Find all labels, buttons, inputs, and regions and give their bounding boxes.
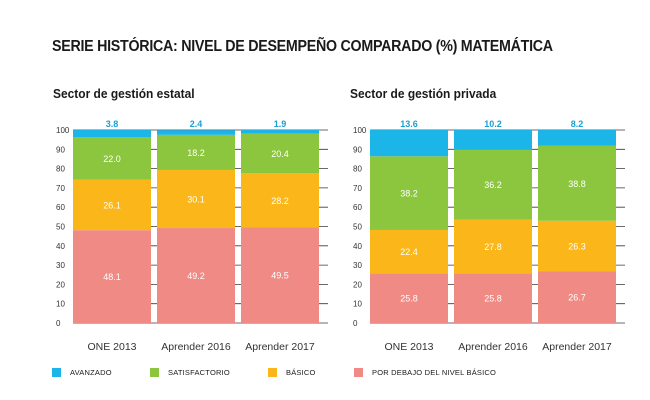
y-tick-label-estatal-50: 50 (56, 223, 65, 232)
y-tick-label-privada-0: 0 (353, 319, 358, 328)
data-label-privada-1-debajo: 25.8 (484, 294, 502, 304)
legend-swatch-debajo (354, 368, 363, 377)
chart-legend: AVANZADO SATISFACTORIO BÁSICO POR DEBAJO… (52, 368, 632, 382)
y-tick-label-estatal-0: 0 (56, 319, 61, 328)
legend-item-basico: BÁSICO (268, 368, 316, 377)
bar-estatal-0-basico (73, 179, 151, 231)
y-tick-label-privada-10: 10 (353, 300, 362, 309)
y-tick-label-privada-30: 30 (353, 261, 362, 270)
data-label-estatal-2-satisfactorio: 20.4 (271, 149, 289, 159)
bar-privada-1-avanzado (454, 130, 532, 150)
legend-swatch-avanzado (52, 368, 61, 377)
y-tick-label-privada-20: 20 (353, 280, 362, 289)
y-tick-label-estatal-100: 100 (56, 126, 70, 135)
bar-estatal-1-avanzado (157, 130, 235, 135)
legend-label-debajo: POR DEBAJO DEL NIVEL BÁSICO (372, 368, 497, 377)
y-tick-label-privada-40: 40 (353, 242, 362, 251)
y-tick-label-privada-50: 50 (353, 223, 362, 232)
x-tick-label-estatal-2: Aprender 2017 (245, 341, 315, 353)
x-tick-label-estatal-1: Aprender 2016 (161, 341, 231, 353)
data-label-privada-2-avanzado: 8.2 (571, 119, 584, 129)
y-tick-label-privada-90: 90 (353, 145, 362, 154)
chart-title-subject: MATEMÁTICA (460, 38, 553, 55)
bar-privada-0-avanzado (370, 130, 448, 157)
y-tick-label-privada-100: 100 (353, 126, 367, 135)
bar-privada-1-basico (454, 219, 532, 274)
data-label-privada-0-satisfactorio: 38.2 (400, 189, 418, 199)
data-label-privada-0-basico: 22.4 (400, 247, 418, 257)
data-label-estatal-0-avanzado: 3.8 (106, 119, 119, 129)
bar-privada-0-debajo (370, 273, 448, 323)
data-label-estatal-2-avanzado: 1.9 (274, 119, 287, 129)
y-tick-label-privada-70: 70 (353, 184, 362, 193)
data-label-estatal-1-avanzado: 2.4 (190, 119, 203, 129)
data-label-privada-0-avanzado: 13.6 (400, 119, 418, 129)
y-tick-label-estatal-70: 70 (56, 184, 65, 193)
data-label-estatal-0-satisfactorio: 22.0 (103, 154, 121, 164)
legend-item-debajo: POR DEBAJO DEL NIVEL BÁSICO (354, 368, 496, 377)
x-tick-label-privada-0: ONE 2013 (384, 341, 433, 353)
chart-title-main: SERIE HISTÓRICA: NIVEL DE DESEMPEÑO COMP… (52, 38, 461, 55)
y-tick-label-estatal-20: 20 (56, 280, 65, 289)
bar-privada-1-satisfactorio (454, 149, 532, 220)
legend-item-avanzado: AVANZADO (52, 368, 112, 377)
data-label-estatal-1-debajo: 49.2 (187, 271, 205, 281)
panel-title-estatal: Sector de gestión estatal (53, 86, 195, 101)
legend-swatch-basico (268, 368, 277, 377)
x-tick-label-estatal-0: ONE 2013 (87, 341, 136, 353)
bar-estatal-2-satisfactorio (241, 133, 319, 174)
data-label-privada-2-basico: 26.3 (568, 242, 586, 252)
y-tick-label-estatal-60: 60 (56, 203, 65, 212)
bar-privada-2-basico (538, 220, 616, 272)
data-label-privada-0-debajo: 25.8 (400, 294, 418, 304)
bar-estatal-0-avanzado (73, 130, 151, 138)
bar-estatal-0-debajo (73, 230, 151, 323)
bar-estatal-1-debajo (157, 228, 235, 323)
data-label-estatal-2-debajo: 49.5 (271, 271, 289, 281)
legend-label-avanzado: AVANZADO (70, 368, 112, 377)
bar-privada-0-satisfactorio (370, 156, 448, 230)
y-tick-label-estatal-30: 30 (56, 261, 65, 270)
data-label-estatal-0-basico: 26.1 (103, 200, 121, 210)
bar-privada-2-debajo (538, 271, 616, 323)
y-tick-label-estatal-80: 80 (56, 165, 65, 174)
data-label-estatal-1-basico: 30.1 (187, 194, 205, 204)
y-tick-label-privada-80: 80 (353, 165, 362, 174)
data-label-estatal-0-debajo: 48.1 (103, 272, 121, 282)
bar-estatal-2-debajo (241, 227, 319, 323)
data-label-estatal-2-basico: 28.2 (271, 196, 289, 206)
legend-label-satisfactorio: SATISFACTORIO (168, 368, 230, 377)
legend-label-basico: BÁSICO (286, 368, 316, 377)
bar-estatal-1-satisfactorio (157, 134, 235, 170)
y-tick-label-estatal-90: 90 (56, 145, 65, 154)
x-tick-label-privada-2: Aprender 2017 (542, 341, 612, 353)
bar-estatal-0-satisfactorio (73, 137, 151, 180)
data-label-estatal-1-satisfactorio: 18.2 (187, 148, 205, 158)
bar-estatal-2-avanzado (241, 130, 319, 134)
bar-privada-2-avanzado (538, 130, 616, 146)
bar-estatal-1-basico (157, 169, 235, 229)
x-tick-label-privada-1: Aprender 2016 (458, 341, 528, 353)
data-label-privada-1-basico: 27.8 (484, 242, 502, 252)
chart-title: SERIE HISTÓRICA: NIVEL DE DESEMPEÑO COMP… (52, 38, 553, 56)
panel-title-privada: Sector de gestión privada (350, 86, 497, 101)
bar-privada-2-satisfactorio (538, 145, 616, 221)
y-tick-label-privada-60: 60 (353, 203, 362, 212)
bar-estatal-2-basico (241, 173, 319, 228)
legend-swatch-satisfactorio (150, 368, 159, 377)
y-tick-label-estatal-40: 40 (56, 242, 65, 251)
y-tick-label-estatal-10: 10 (56, 300, 65, 309)
data-label-privada-2-debajo: 26.7 (568, 293, 586, 303)
bar-privada-0-basico (370, 229, 448, 274)
legend-item-satisfactorio: SATISFACTORIO (150, 368, 230, 377)
bar-privada-1-debajo (454, 273, 532, 323)
data-label-privada-1-avanzado: 10.2 (484, 119, 502, 129)
data-label-privada-2-satisfactorio: 38.8 (568, 179, 586, 189)
data-label-privada-1-satisfactorio: 36.2 (484, 180, 502, 190)
